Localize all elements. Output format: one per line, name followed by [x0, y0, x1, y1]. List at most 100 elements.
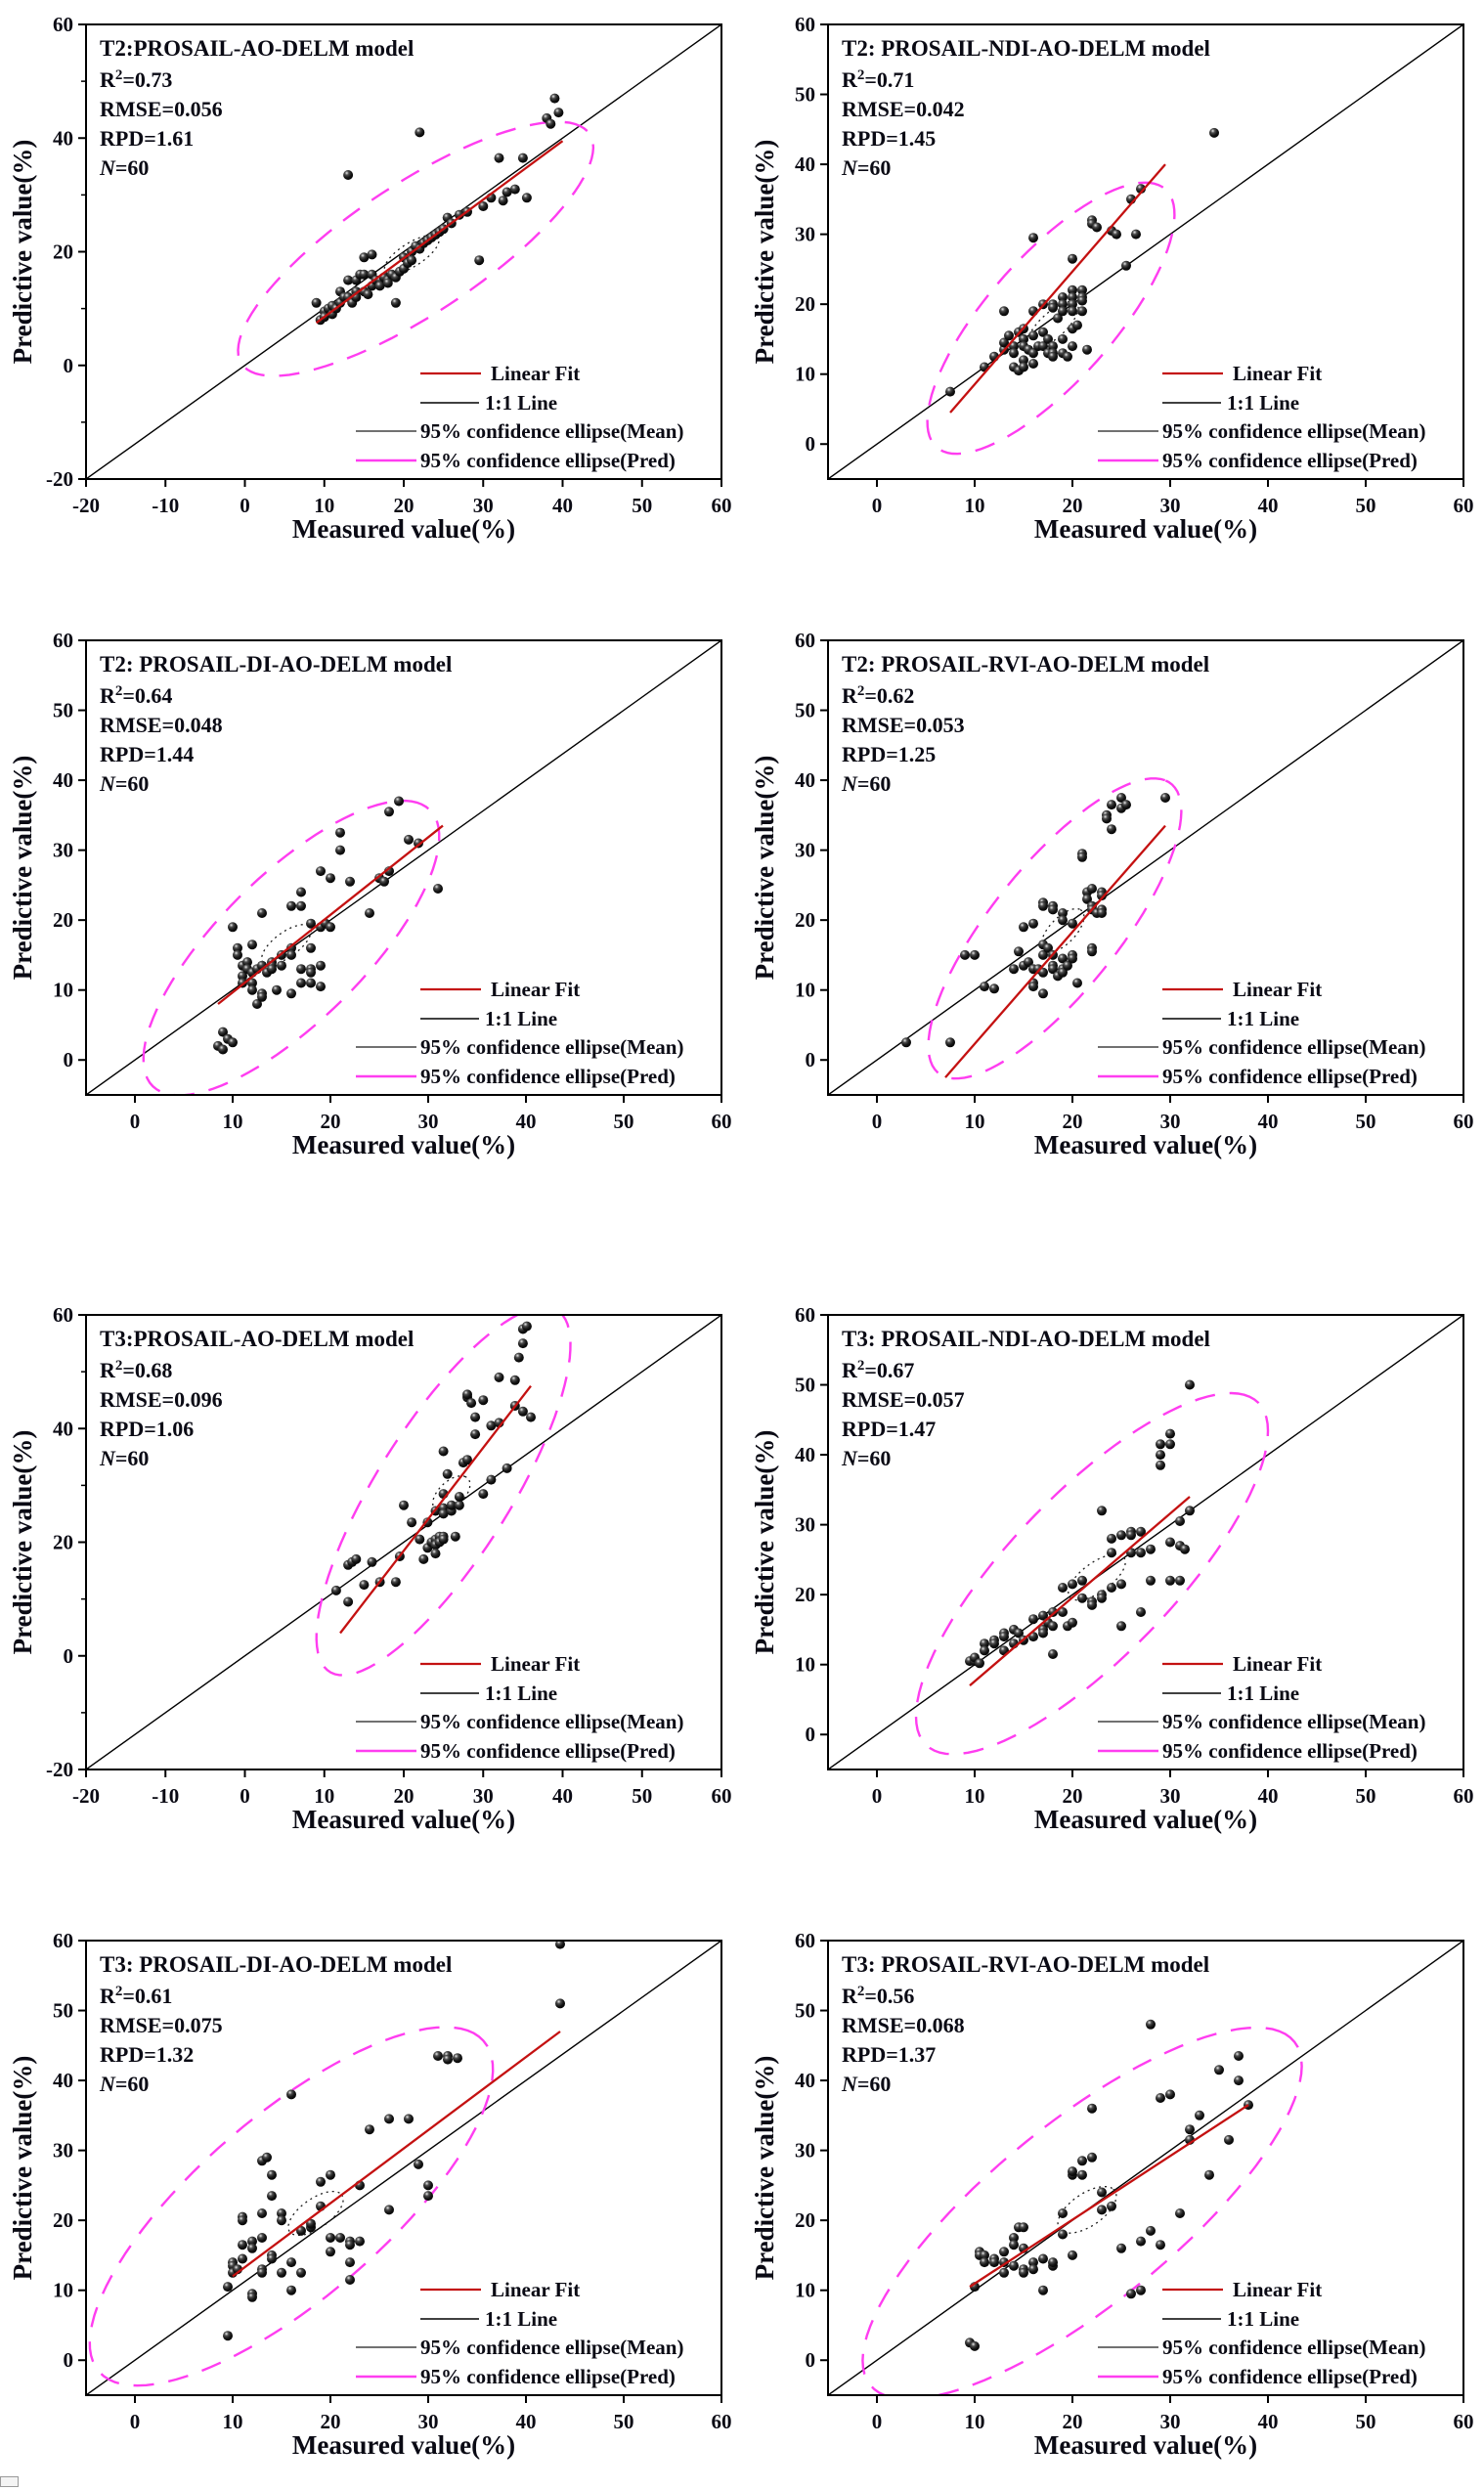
scatter-point — [1038, 341, 1048, 352]
scatter-point — [1072, 320, 1082, 330]
scatter-point — [277, 960, 286, 971]
legend-linear-fit-label: Linear Fit — [491, 1652, 580, 1676]
scatter-point — [517, 153, 528, 163]
y-axis-ticks: 0 10 20 30 40 50 60 — [53, 629, 86, 1071]
y-tick-label: 0 — [64, 2348, 74, 2372]
y-tick-label: 40 — [795, 1443, 815, 1466]
subplot-t3-prosail-di-ao-delm: 0 10 20 30 40 50 60 0 10 20 30 40 50 60 T3: PROSAIL-DI… — [0, 1916, 742, 2485]
scatter-point — [311, 297, 322, 308]
scatter-point — [1068, 2166, 1077, 2177]
y-tick-label: 20 — [53, 908, 73, 932]
scatter-point — [407, 1517, 417, 1528]
stat-r2: R2=0.56 — [842, 1984, 914, 2008]
y-tick-label: 50 — [795, 83, 815, 107]
y-tick-label: 0 — [806, 432, 816, 456]
scatter-point — [1019, 362, 1028, 372]
x-axis-ticks: -20 -10 0 10 20 30 40 50 60 — [72, 479, 732, 517]
x-tick-label: 40 — [1258, 2410, 1279, 2433]
subplot-t2-prosail-ao-delm: -20 -10 0 10 20 30 40 50 60 -20 0 20 40 60 T2:PROSAIL-… — [0, 0, 742, 569]
scatter-point — [1019, 2267, 1028, 2278]
legend-mean-ellipse-label: 95% confidence ellipse(Mean) — [1162, 2336, 1425, 2359]
scatter-point — [335, 845, 345, 855]
scatter-point — [1048, 351, 1058, 362]
legend-pred-ellipse-label: 95% confidence ellipse(Pred) — [1162, 449, 1418, 472]
scatter-point — [509, 184, 520, 195]
scatter-point — [257, 908, 267, 918]
scatter-point — [286, 949, 296, 960]
plot-area — [828, 24, 1463, 479]
scatter-point — [1068, 306, 1077, 317]
scatter-point — [257, 2233, 267, 2243]
pred-confidence-ellipse — [861, 2026, 1303, 2395]
scatter-point — [423, 2180, 433, 2191]
scatter-point — [1063, 960, 1072, 971]
scatter-point — [286, 900, 296, 911]
x-tick-label: 50 — [614, 1110, 634, 1133]
scatter-point — [970, 949, 980, 960]
legend: Linear Fit 1:1 Line 95% confidence ellipse… — [356, 978, 683, 1088]
scatter-point — [980, 982, 989, 992]
scatter-point — [1028, 2257, 1038, 2268]
pred-confidence-ellipse — [88, 2026, 495, 2387]
pred-confidence-ellipse — [142, 799, 441, 1095]
scatter-point — [1068, 284, 1077, 295]
scatter-point — [1165, 2089, 1175, 2100]
scatter-point — [286, 2285, 296, 2295]
x-axis-label: Measured value(%) — [1034, 1130, 1257, 1159]
one-to-one-line — [86, 1941, 721, 2395]
scatter-point — [1058, 333, 1068, 344]
scatter-point — [1136, 1607, 1146, 1617]
x-tick-label: 10 — [223, 1110, 243, 1133]
x-axis-ticks: -20 -10 0 10 20 30 40 50 60 — [72, 1769, 732, 1808]
plot-area — [86, 1941, 721, 2395]
stat-r2: R2=0.68 — [100, 1358, 172, 1382]
scatter-point — [555, 1998, 565, 2009]
legend: Linear Fit 1:1 Line 95% confidence ellipse… — [1098, 978, 1425, 1088]
plot-frame — [827, 1940, 1464, 2396]
plot-title: T2: PROSAIL-NDI-AO-DELM model — [842, 36, 1210, 61]
scatter-point — [1028, 918, 1038, 929]
scatter-point — [1048, 341, 1058, 352]
scatter-point — [1024, 957, 1033, 968]
scatter-point — [502, 187, 512, 197]
scatter-point — [238, 971, 247, 982]
scatter-point — [1146, 2019, 1156, 2030]
scatter-point — [1053, 313, 1063, 324]
y-tick-label: 50 — [795, 1374, 815, 1397]
scatter-point — [1087, 884, 1097, 894]
scatter-point — [1195, 2110, 1204, 2120]
pred-confidence-ellipse — [914, 1391, 1270, 1756]
scatter-point — [975, 1658, 984, 1669]
scatter-point — [1028, 359, 1038, 369]
stat-r2: R2=0.67 — [842, 1358, 914, 1382]
scatter-point — [1146, 1544, 1156, 1554]
subplot-t3-prosail-ao-delm: -20 -10 0 10 20 30 40 50 60 -20 0 20 40 60 T3:PROSAIL-… — [0, 1290, 742, 1859]
scatter-point — [1097, 1506, 1107, 1516]
mean-confidence-ellipse — [1068, 1553, 1126, 1601]
scatter-point — [980, 1645, 989, 1656]
scatter-point — [247, 984, 257, 995]
legend-one-to-one-label: 1:1 Line — [1227, 1682, 1299, 1705]
stat-rpd: RPD=1.06 — [100, 1417, 194, 1441]
scatter-point — [326, 2233, 335, 2243]
linear-fit-line — [969, 2104, 1249, 2289]
scatter-point — [257, 2208, 267, 2218]
chart-t2-prosail-di-ao-delm: 0 10 20 30 40 50 60 0 10 20 30 40 50 60 T2: PROSAIL-DI… — [8, 629, 732, 1159]
scatter-point — [1156, 2093, 1165, 2103]
mean-confidence-ellipse — [432, 1475, 471, 1513]
scatter-point — [345, 2275, 355, 2285]
scatter-point — [1107, 800, 1116, 810]
x-tick-label: 0 — [872, 1110, 883, 1133]
x-tick-label: 50 — [632, 1784, 652, 1808]
scatter-point — [316, 2176, 326, 2187]
scatter-point — [257, 991, 267, 1002]
scatter-point — [343, 170, 354, 180]
pred-confidence-ellipse — [926, 181, 1176, 456]
scatter-point — [1087, 2152, 1097, 2162]
subplot-t3-prosail-ndi-ao-delm: 0 10 20 30 40 50 60 0 10 20 30 40 50 60 T3: PROSAIL-ND… — [742, 1290, 1484, 1859]
scatter-point — [1087, 1599, 1097, 1610]
scatter-point — [247, 939, 257, 950]
legend: Linear Fit 1:1 Line 95% confidence ellipse… — [356, 2278, 683, 2388]
x-tick-label: 20 — [394, 1784, 415, 1808]
y-axis-ticks: 0 10 20 30 40 50 60 — [795, 1929, 828, 2372]
